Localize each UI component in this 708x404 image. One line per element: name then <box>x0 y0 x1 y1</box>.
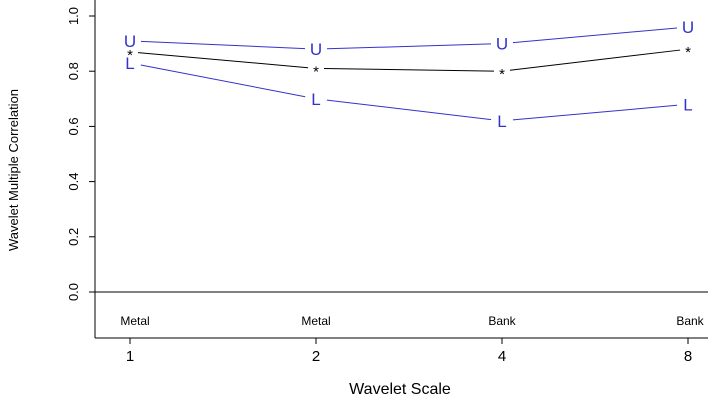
data-point-marker: U <box>124 32 136 51</box>
series-0: U U U U <box>124 18 694 59</box>
series-line-segment <box>140 64 306 98</box>
x-tick-label: 1 <box>126 348 134 365</box>
y-tick-label: 0.2 <box>66 228 81 246</box>
data-point-marker: L <box>311 90 320 109</box>
data-point-marker: * <box>127 47 133 64</box>
point-labels: Metal Metal Bank Bank <box>120 314 704 328</box>
y-tick-label: 0.0 <box>66 283 81 301</box>
x-axis-ticks: 1 2 4 8 <box>126 338 692 365</box>
y-tick-label: 1.0 <box>66 7 81 25</box>
y-tick-label: 0.8 <box>66 62 81 80</box>
series-line-segment <box>326 43 492 50</box>
data-point-marker: L <box>683 95 692 114</box>
series-line-segment <box>326 99 492 121</box>
point-label: Bank <box>488 314 516 328</box>
series-2: L L L L <box>125 54 692 131</box>
series-line-segment <box>509 49 681 71</box>
x-tick-label: 8 <box>684 348 692 365</box>
x-axis-title: Wavelet Scale <box>349 381 451 398</box>
data-point-marker: * <box>313 63 319 80</box>
series-line-segment <box>137 52 309 69</box>
data-point-marker: * <box>499 66 505 83</box>
series-line-segment <box>512 27 678 44</box>
y-axis-title: Wavelet Multiple Correlation <box>6 89 21 251</box>
y-tick-label: 0.4 <box>66 173 81 191</box>
series-1: * * * * <box>127 44 691 83</box>
point-label: Metal <box>120 314 149 328</box>
point-label: Bank <box>676 314 704 328</box>
data-point-marker: U <box>496 35 508 54</box>
data-point-marker: U <box>310 40 322 59</box>
y-tick-label: 0.6 <box>66 117 81 135</box>
x-tick-label: 2 <box>312 348 320 365</box>
data-point-marker: L <box>497 112 506 131</box>
data-point-marker: L <box>125 54 134 73</box>
y-axis-ticks: 0.0 0.2 0.4 0.6 0.8 1.0 <box>66 7 95 301</box>
point-label: Metal <box>301 314 330 328</box>
series-line-segment <box>323 68 495 72</box>
series-line-segment <box>140 40 306 50</box>
x-tick-label: 4 <box>498 348 506 365</box>
data-point-marker: * <box>685 44 691 61</box>
series-line-segment <box>512 104 678 121</box>
data-point-marker: U <box>682 18 694 37</box>
